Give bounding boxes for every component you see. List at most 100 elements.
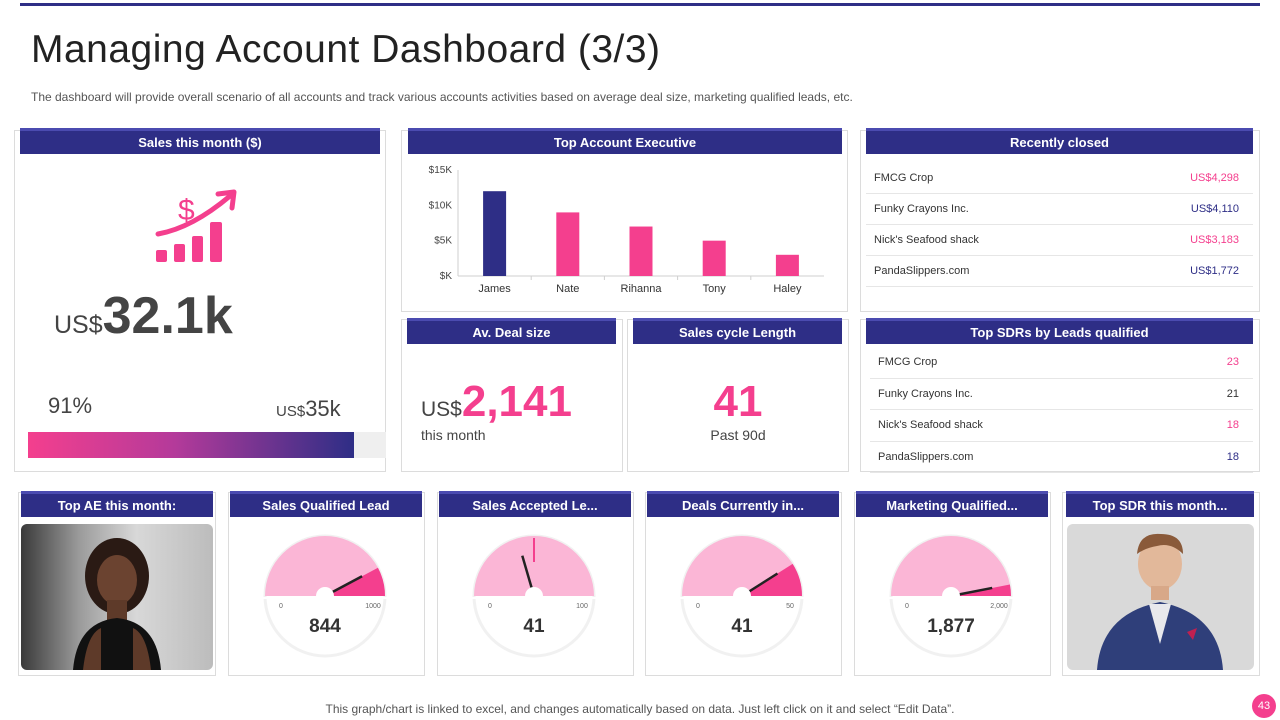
chart-bar-james [483,191,507,276]
recently-closed-value: US$4,110 [1190,203,1239,215]
chart-bar-rihanna [629,226,653,276]
gauge-value: 844 [309,616,341,637]
gauge-dial [468,534,600,658]
sales-cycle-card [627,319,849,472]
top-account-exec-header: Top Account Executive [408,128,842,154]
chart-x-tick-label: James [478,283,511,295]
chart-bar-nate [556,212,580,276]
top-sdr-value: 23 [1226,356,1239,369]
chart-y-tick-label: $K [440,271,453,282]
sales-cycle-sub: Past 90d [710,427,766,443]
svg-text:$: $ [178,194,195,227]
sales-progress-track [28,432,386,458]
top-sdr-value: 21 [1226,387,1239,400]
top-sdr-header: Top SDR this month... [1066,491,1254,517]
gauge-min-label: 0 [279,603,283,610]
gauge-baseline [885,597,1017,599]
gauge-max-label: 2,000 [990,603,1008,610]
top-sdr-row: FMCG Crop 23 [870,347,1253,379]
recently-closed-name: Nick's Seafood shack [874,234,979,246]
page-subtitle: The dashboard will provide overall scena… [31,90,853,104]
top-account-exec-chart: $K $5K $10K $15K James Nate Rihanna Tony Haley [429,165,824,295]
gauge-hub [733,587,751,605]
gauge-min-label: 0 [905,603,909,610]
top-sdrs-header: Top SDRs by Leads qualified [866,318,1253,344]
top-sdr-name: Nick's Seafood shack [878,419,983,432]
top-sdr-name: FMCG Crop [878,356,938,369]
gauge-min-label: 0 [696,603,700,610]
gauge-header: Deals Currently in... [647,491,839,517]
sales-amount: US$ 32.1k [54,286,233,346]
top-sdr-name: Funky Crayons Inc. [878,387,973,400]
gauge-min-label: 0 [488,603,492,610]
gauge-header: Sales Qualified Lead [230,491,422,517]
gauge-baseline [259,597,391,599]
sales-amount-value: 32.1k [102,287,233,345]
top-ae-header: Top AE this month: [21,491,213,517]
gauge-value: 41 [731,616,753,637]
top-sdr-name: PandaSlippers.com [878,450,974,463]
gauge-header: Marketing Qualified... [856,491,1048,517]
recently-closed-header: Recently closed [866,128,1253,154]
top-rule [20,3,1260,6]
sales-percent-label: 91% [48,393,93,418]
sales-cycle-value: 41 [713,377,763,426]
gauge-hub [316,587,334,605]
chart-x-tick-label: Nate [556,283,579,295]
recently-closed-value: US$1,772 [1190,265,1239,277]
top-sdr-value: 18 [1226,450,1239,463]
gauge-max-label: 1000 [365,603,381,610]
dollar-growth-chart-icon: $ [152,188,242,268]
recently-closed-row: PandaSlippers.com US$1,772 [866,256,1253,287]
top-sdr-row: Funky Crayons Inc. 21 [870,379,1253,410]
gauge-value: 41 [523,616,545,637]
gauge-dial [259,534,391,658]
top-sdr-row: PandaSlippers.com 18 [870,442,1253,473]
gauge-dial [676,534,808,658]
avg-deal-header: Av. Deal size [407,318,616,344]
gauge-baseline [676,597,808,599]
gauge-arc-background [891,536,1011,596]
sales-progress-fill [28,432,354,458]
chart-y-tick-label: $10K [429,200,453,211]
page-title: Managing Account Dashboard (3/3) [31,28,661,71]
sales-cycle-header: Sales cycle Length [633,318,842,344]
top-sdrs-card [860,319,1260,472]
avg-deal-number: 2,141 [461,377,572,426]
recently-closed-row: Nick's Seafood shack US$3,183 [866,225,1253,256]
footer-note: This graph/chart is linked to excel, and… [325,702,955,716]
gauge-max-label: 50 [786,603,794,610]
gauge-arc-background [474,536,594,596]
sales-target-prefix: US$ [276,403,306,420]
recently-closed-row: FMCG Crop US$4,298 [866,163,1253,194]
sales-target: US$ 35k [276,396,341,422]
sales-month-header: Sales this month ($) [20,128,380,154]
chart-x-tick-label: Tony [703,283,727,295]
chart-y-tick-label: $15K [429,165,453,176]
gauge-baseline [468,597,600,599]
avg-deal-card [401,319,623,472]
chart-bar-haley [775,254,799,276]
sales-currency-prefix: US$ [54,311,103,339]
recently-closed-card [860,130,1260,312]
recently-closed-value: US$3,183 [1190,234,1239,246]
gauge-header: Sales Accepted Le... [439,491,631,517]
chart-y-tick-label: $5K [434,236,452,247]
page-number: 43 [1252,694,1276,718]
avg-deal-sub: this month [421,427,486,443]
chart-x-tick-label: Rihanna [621,283,663,295]
sales-target-value: 35k [305,396,341,421]
chart-bar-tony [702,240,726,276]
sales-month-card [14,130,386,472]
chart-x-tick-label: Haley [773,283,802,295]
avg-deal-value: US$ 2,141 [421,377,572,427]
gauge-hub [525,587,543,605]
top-ae-photo [21,524,213,670]
top-sdr-value: 18 [1226,419,1239,432]
recently-closed-row: Funky Crayons Inc. US$4,110 [866,194,1253,225]
top-sdr-row: Nick's Seafood shack 18 [870,410,1253,442]
recently-closed-name: PandaSlippers.com [874,265,970,277]
gauge-max-label: 100 [576,603,588,610]
top-sdr-photo [1067,524,1254,670]
gauge-dial [885,534,1017,658]
